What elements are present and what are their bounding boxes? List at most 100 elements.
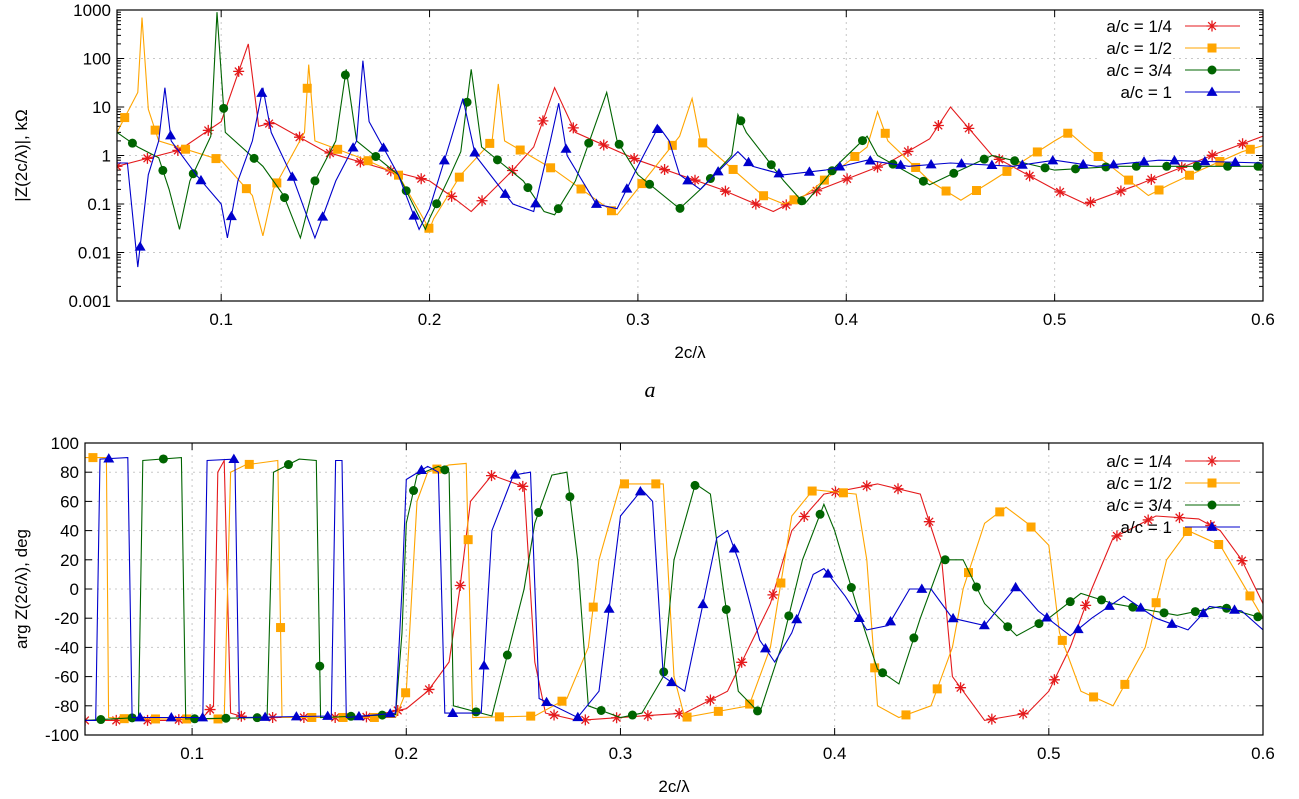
data-point	[901, 710, 911, 720]
data-point	[1142, 514, 1154, 526]
data-point	[614, 139, 624, 149]
x-tick-label: 0.3	[609, 744, 633, 763]
data-point	[1229, 156, 1241, 167]
data-point	[673, 707, 685, 719]
data-point	[565, 492, 575, 502]
data-point	[354, 156, 366, 168]
legend-marker	[1206, 455, 1218, 467]
data-point	[1159, 608, 1169, 618]
data-point	[745, 699, 755, 709]
data-point	[202, 124, 214, 136]
data-point	[1192, 161, 1202, 171]
data-point	[1138, 156, 1150, 166]
data-point	[572, 711, 584, 722]
data-point	[611, 712, 623, 724]
series-line-3	[85, 457, 1263, 721]
data-point	[1024, 170, 1036, 182]
data-point	[353, 710, 365, 721]
data-point	[447, 707, 459, 717]
data-point	[1002, 166, 1012, 176]
legend-marker	[1207, 43, 1217, 53]
data-point	[1017, 708, 1029, 720]
data-point	[165, 130, 177, 140]
series-1	[117, 43, 1263, 213]
data-point	[1093, 151, 1103, 161]
data-point	[834, 161, 846, 171]
data-point	[736, 656, 748, 668]
data-point	[713, 706, 723, 716]
data-point	[1197, 607, 1209, 618]
data-point	[1065, 597, 1075, 607]
data-point	[846, 583, 856, 593]
data-point	[628, 153, 640, 165]
data-point	[712, 166, 724, 176]
data-point	[642, 710, 654, 722]
data-point	[225, 210, 237, 221]
data-point	[811, 185, 823, 197]
y-tick-label: -80	[54, 697, 79, 716]
data-point	[1223, 161, 1233, 171]
data-point	[286, 171, 298, 181]
data-point	[759, 643, 771, 653]
data-point	[1016, 159, 1028, 169]
data-point	[584, 138, 594, 148]
data-point	[766, 160, 776, 170]
data-point	[1108, 159, 1120, 169]
legend-marker	[1207, 478, 1217, 488]
phase-plot: 0.1 0.2 0.3 0.4 0.5 0.6 -100 -80 -60 -40 -20 0 20 40 6…	[12, 434, 1275, 796]
data-point	[408, 210, 420, 220]
data-point	[949, 168, 959, 178]
data-point	[1097, 595, 1107, 605]
data-point	[1229, 604, 1241, 614]
data-point	[485, 138, 495, 148]
data-point	[1010, 156, 1020, 166]
data-point	[181, 144, 191, 154]
magnitude-plot: 0.1 0.2 0.3 0.4 0.5 0.6 0.001 0.01 0.1 1 10 100 1000…	[12, 1, 1275, 362]
data-point	[721, 604, 731, 614]
data-point	[651, 123, 663, 133]
series-line-4	[85, 457, 1263, 721]
data-point	[743, 156, 755, 167]
data-point	[1077, 158, 1089, 169]
data-point	[1103, 600, 1115, 610]
data-point	[598, 139, 610, 151]
data-point	[1003, 622, 1013, 632]
data-point	[567, 122, 579, 134]
data-point	[1182, 526, 1192, 536]
x-tick-label: 0.1	[209, 310, 233, 329]
data-point	[1184, 170, 1194, 180]
data-point	[1010, 581, 1022, 592]
y-tick-label: -100	[45, 726, 79, 745]
data-point	[579, 714, 591, 726]
data-point	[963, 122, 975, 134]
data-point	[517, 480, 529, 492]
y-axis-label: arg Z(2c/λ), deg	[12, 529, 31, 649]
data-point	[759, 191, 769, 201]
data-point	[1057, 635, 1067, 645]
data-point	[621, 183, 633, 193]
data-point	[1120, 679, 1130, 689]
data-point	[256, 87, 268, 97]
data-point	[515, 145, 525, 155]
y-tick-label: 0.1	[87, 195, 111, 214]
data-point	[548, 709, 560, 721]
data-point	[446, 190, 458, 202]
data-point	[290, 711, 302, 721]
data-point	[560, 143, 572, 153]
data-point	[892, 483, 904, 495]
data-point	[1128, 602, 1138, 612]
y-tick-label: 0	[70, 580, 79, 599]
data-point	[776, 578, 786, 588]
x-axis-label: 2c/λ	[674, 343, 706, 362]
legend-marker	[1206, 521, 1218, 531]
data-point	[188, 169, 198, 179]
data-point	[620, 479, 630, 489]
data-point	[853, 612, 865, 622]
data-point	[736, 116, 746, 126]
legend-label: a/c = 3/4	[1106, 61, 1172, 80]
data-point	[690, 480, 700, 490]
legend-marker	[1207, 65, 1217, 75]
data-point	[822, 568, 834, 578]
data-point	[1173, 512, 1185, 524]
